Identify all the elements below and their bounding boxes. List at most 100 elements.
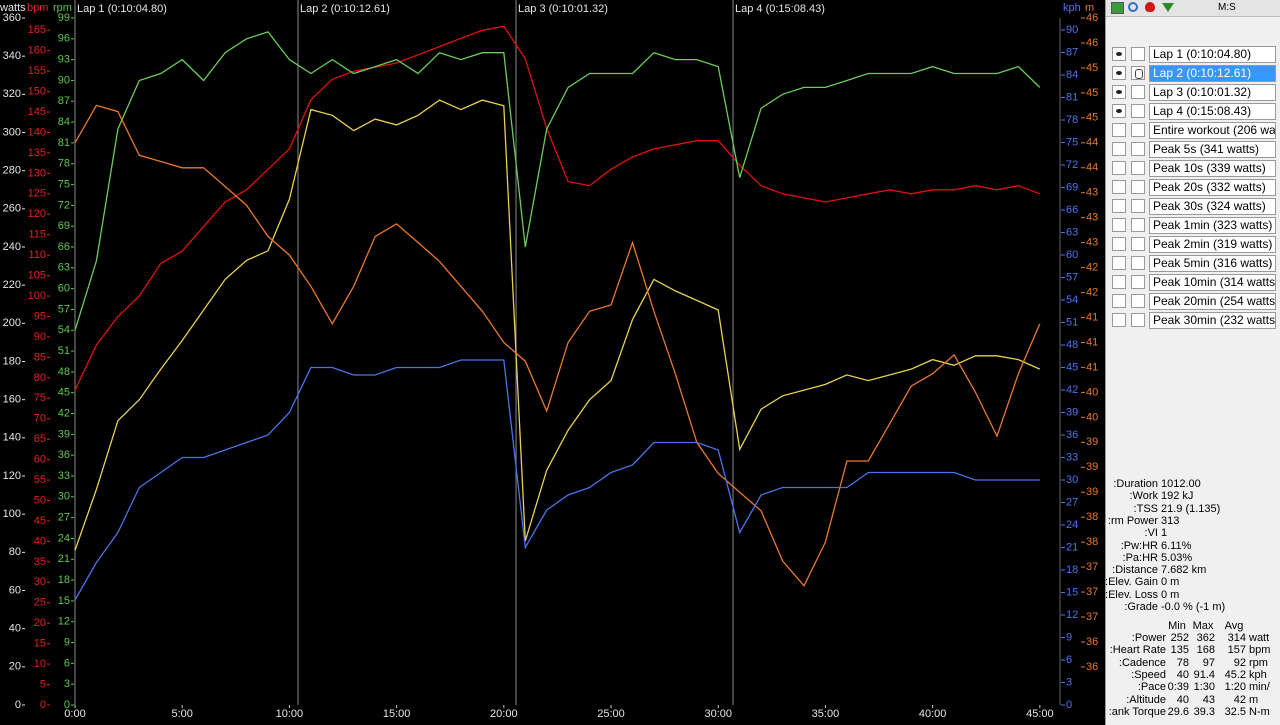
item-label[interactable]: Lap 1 (0:10:04.80)	[1149, 46, 1276, 63]
summary-value: 6.11%	[1161, 539, 1192, 552]
y-tick-label: 95	[34, 310, 46, 322]
y-tick-label: 360	[3, 12, 21, 24]
y-tick-label: 24	[1066, 519, 1078, 531]
select-toggle[interactable]	[1131, 199, 1145, 213]
y-tick-label: 78	[58, 158, 70, 170]
summary-row: TSS: 21.9 (1.135)	[1106, 503, 1280, 515]
y-tick-label: 96	[58, 33, 70, 45]
row-value: 157	[1227, 644, 1246, 657]
select-toggle[interactable]	[1131, 218, 1145, 232]
item-label[interactable]: Lap 2 (0:10:12.61)	[1149, 65, 1276, 82]
visibility-toggle[interactable]	[1112, 161, 1126, 175]
y-tick-label: 21	[1066, 541, 1078, 553]
x-tick-label: 45:00	[1026, 708, 1054, 720]
select-toggle[interactable]	[1131, 66, 1145, 80]
visibility-toggle[interactable]	[1112, 180, 1126, 194]
select-toggle[interactable]	[1131, 275, 1145, 289]
y-tick-label: 120	[3, 470, 21, 482]
x-tick-label: 5:00	[171, 708, 192, 720]
visibility-toggle[interactable]	[1112, 294, 1126, 308]
y-tick-label: 80	[34, 372, 46, 384]
toolbar-icon[interactable]	[1128, 2, 1138, 12]
visibility-toggle[interactable]	[1112, 104, 1126, 118]
row-value: 29.6	[1167, 705, 1189, 718]
table-row: Power: 252 362 314 watt	[1106, 632, 1280, 644]
y-tick-label: 25	[34, 597, 46, 609]
item-row: Peak 30min (232 watts)	[1106, 311, 1280, 330]
toolbar-icon[interactable]	[1145, 2, 1155, 12]
row-value: 252	[1170, 632, 1189, 644]
select-toggle[interactable]	[1131, 104, 1145, 118]
visibility-toggle[interactable]	[1112, 199, 1126, 213]
summary-value: 7.682 km	[1161, 564, 1207, 577]
summary-label: Work:	[1129, 490, 1158, 503]
y-tick-label: 300	[3, 126, 21, 138]
visibility-toggle[interactable]	[1112, 256, 1126, 270]
visibility-toggle[interactable]	[1112, 237, 1126, 251]
item-label[interactable]: Lap 4 (0:15:08.43)	[1149, 103, 1276, 120]
item-label[interactable]: Peak 10min (314 watts)	[1149, 274, 1276, 291]
table-row: Pace: 0:39 1:30 1:20 min/	[1106, 681, 1280, 693]
visibility-toggle[interactable]	[1112, 123, 1126, 137]
time-mode[interactable]: M:S	[1218, 2, 1236, 13]
select-toggle[interactable]	[1131, 47, 1145, 61]
select-toggle[interactable]	[1131, 161, 1145, 175]
axis-title: kph	[1063, 2, 1081, 14]
summary-label: Elev. Gain:	[1106, 576, 1158, 589]
y-tick-label: 24	[58, 532, 70, 544]
visibility-toggle[interactable]	[1112, 47, 1126, 61]
toolbar-icon[interactable]	[1111, 2, 1124, 14]
select-toggle[interactable]	[1131, 313, 1145, 327]
row-label: Speed:	[1131, 668, 1166, 681]
visibility-toggle[interactable]	[1112, 142, 1126, 156]
visibility-toggle[interactable]	[1112, 218, 1126, 232]
item-label[interactable]: Peak 2min (319 watts)	[1149, 236, 1276, 253]
visibility-toggle[interactable]	[1112, 313, 1126, 327]
select-toggle[interactable]	[1131, 142, 1145, 156]
visible-icon	[1116, 109, 1122, 113]
item-label[interactable]: Peak 30s (324 watts)	[1149, 198, 1276, 215]
select-toggle[interactable]	[1131, 123, 1145, 137]
y-tick-label: 85	[34, 351, 46, 363]
item-label[interactable]: Peak 1min (323 watts)	[1149, 217, 1276, 234]
item-label[interactable]: Lap 3 (0:10:01.32)	[1149, 84, 1276, 101]
summary-value: 313	[1161, 514, 1180, 527]
y-tick-label: 12	[58, 616, 70, 628]
summary-value: 21.9 (1.135)	[1161, 502, 1221, 515]
y-tick-label: 55	[34, 474, 46, 486]
item-label[interactable]: Peak 20s (332 watts)	[1149, 179, 1276, 196]
y-tick-label: 20	[34, 617, 46, 629]
item-label[interactable]: Entire workout (206 watts)	[1149, 122, 1276, 139]
item-label[interactable]: Peak 5s (341 watts)	[1149, 141, 1276, 158]
item-label[interactable]: Peak 20min (254 watts)	[1149, 293, 1276, 310]
summary-label: Distance:	[1112, 564, 1158, 577]
y-tick-label: 46	[1086, 12, 1098, 24]
y-tick-label: 15	[1066, 586, 1078, 598]
item-label[interactable]: Peak 5min (316 watts)	[1149, 255, 1276, 272]
select-toggle[interactable]	[1131, 237, 1145, 251]
summary-row: Elev. Gain:0 m	[1106, 576, 1280, 588]
y-tick-label: 42	[58, 407, 70, 419]
select-toggle[interactable]	[1131, 294, 1145, 308]
x-tick-label: 30:00	[704, 708, 732, 720]
select-toggle[interactable]	[1131, 85, 1145, 99]
y-tick-label: 66	[1066, 204, 1078, 216]
y-tick-label: 60	[9, 584, 21, 596]
visibility-toggle[interactable]	[1112, 85, 1126, 99]
y-tick-label: 63	[58, 262, 70, 274]
summary-label: TSS:	[1133, 502, 1158, 515]
item-label[interactable]: Peak 30min (232 watts)	[1149, 312, 1276, 329]
item-label[interactable]: Peak 10s (339 watts)	[1149, 160, 1276, 177]
y-tick-label: 44	[1086, 137, 1098, 149]
item-row: Lap 3 (0:10:01.32)	[1106, 83, 1280, 102]
row-value: 78	[1176, 656, 1189, 669]
row-value: 32.5	[1224, 705, 1246, 718]
visibility-toggle[interactable]	[1112, 66, 1126, 80]
y-tick-label: 43	[1086, 237, 1098, 249]
select-toggle[interactable]	[1131, 180, 1145, 194]
y-tick-label: 45	[58, 387, 70, 399]
toolbar-icon[interactable]	[1162, 3, 1174, 12]
select-toggle[interactable]	[1131, 256, 1145, 270]
y-tick-label: 135	[28, 147, 46, 159]
visibility-toggle[interactable]	[1112, 275, 1126, 289]
